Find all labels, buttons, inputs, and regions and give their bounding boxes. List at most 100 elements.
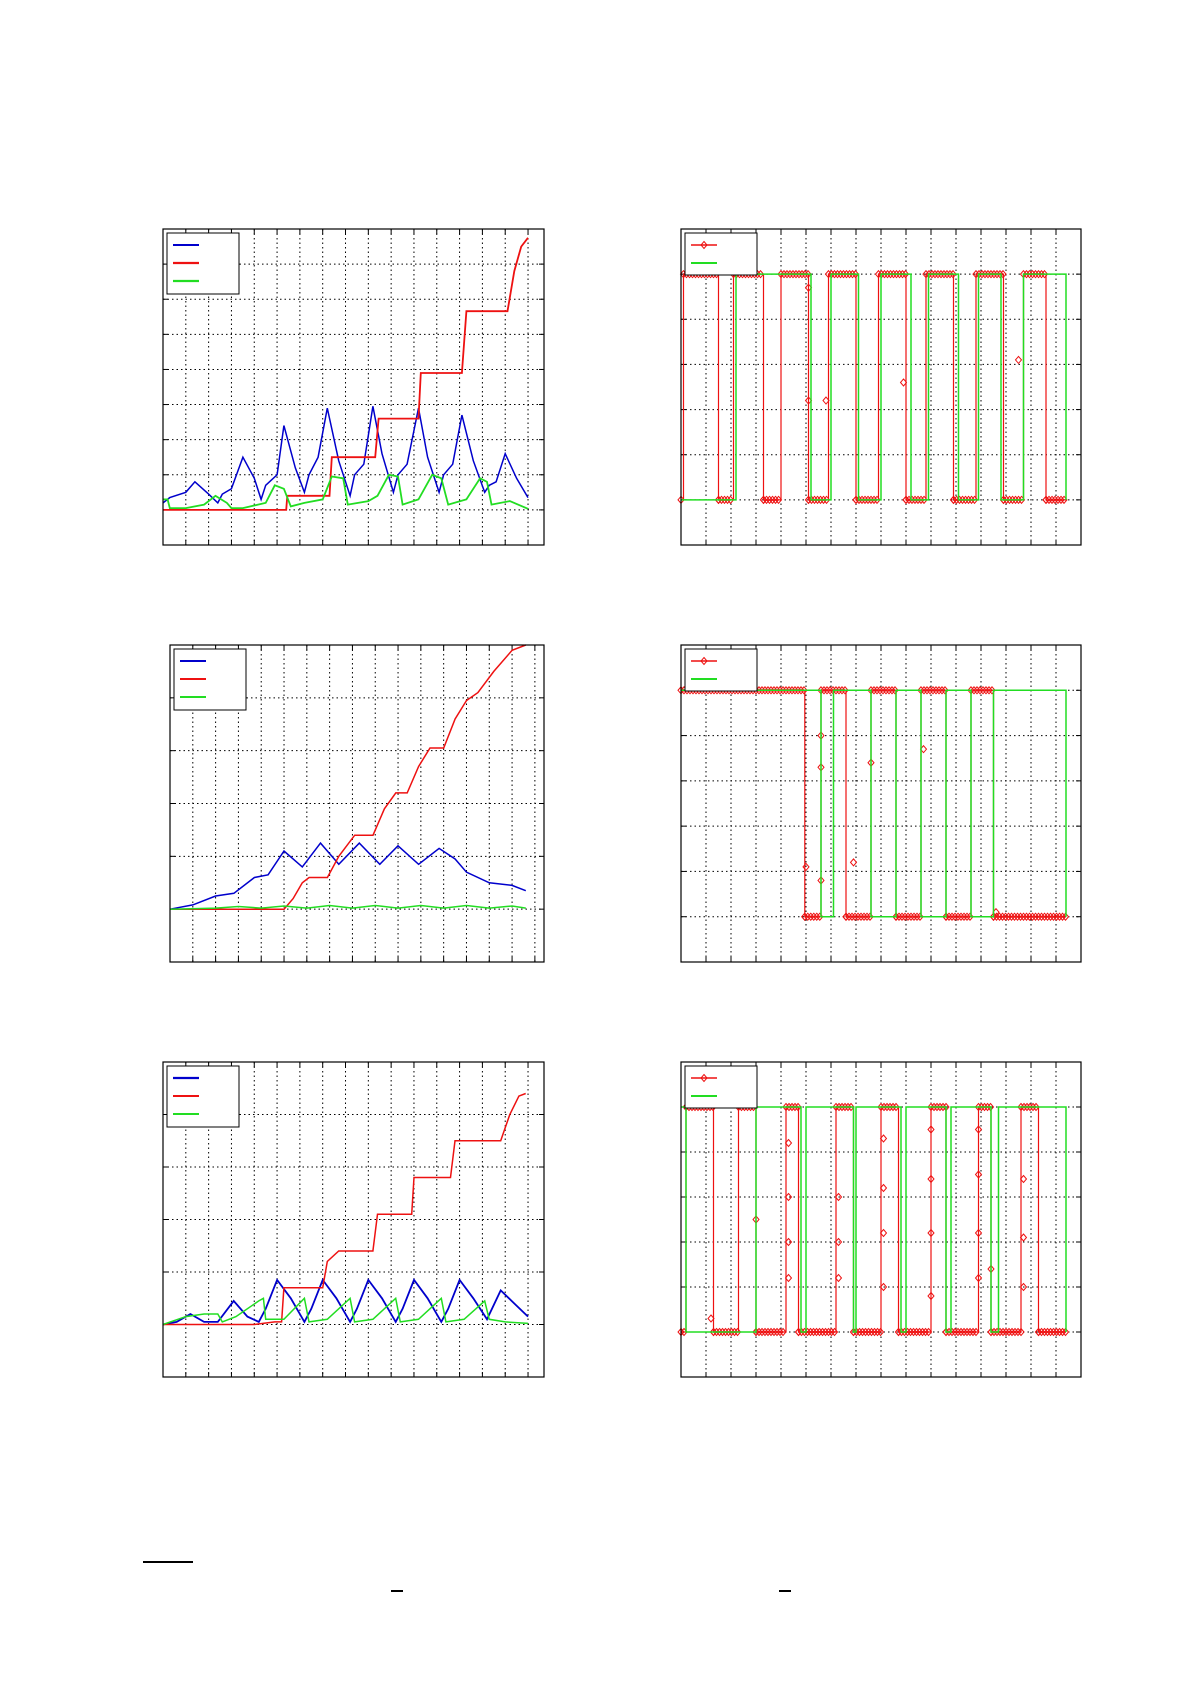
diamond-marker [712,1327,721,1337]
diamond-marker [726,495,735,505]
diamond-marker [1020,1102,1028,1112]
diamond-marker [974,1273,983,1283]
diamond-marker [824,1327,833,1337]
diamond-marker [1040,269,1049,279]
diamond-marker [848,269,857,279]
diamond-marker [1023,1102,1031,1112]
diamond-marker [948,912,956,921]
diamond-marker [770,686,778,695]
diamond-marker [809,1327,818,1337]
diamond-marker [895,912,903,921]
chart-right-1 [677,228,1082,546]
diamond-marker [798,269,806,279]
diamond-marker [727,1327,736,1337]
legend [173,648,247,711]
plot-svg [677,644,1082,963]
axes-box [680,228,1082,546]
series-red-line [681,689,1066,918]
series-green-line [162,1296,529,1326]
diamond-marker [1040,1327,1049,1337]
diamond-marker [980,1102,989,1112]
diamond-marker [759,495,768,505]
chart-right-2 [677,644,1082,963]
diamond-marker [866,912,874,921]
diamond-marker [851,912,859,921]
diamond-marker [834,1192,843,1202]
diamond-marker [752,1327,760,1337]
diamond-marker [842,912,850,921]
diamond-marker [830,1327,839,1337]
diamond-marker [765,495,774,505]
diamond-marker [845,912,853,921]
diamond-marker [992,912,1001,921]
diamond-marker [934,269,942,279]
diamond-marker [832,686,840,695]
diamond-marker [820,686,828,695]
diamond-marker [767,686,775,695]
diamond-marker [838,686,846,695]
diamond-marker [976,686,984,695]
diamond-marker [782,686,790,695]
diamond-marker [942,1327,950,1337]
diamond-marker [935,686,943,695]
diamond-marker [973,686,981,695]
diamond-marker [786,269,794,279]
diamond-marker [851,269,860,279]
diamond-marker [873,495,881,505]
diamond-marker [794,1102,802,1112]
diamond-marker [773,1327,781,1337]
dash-mark [391,1590,403,1592]
diamond-marker [879,1228,888,1238]
diamond-marker [1043,1327,1052,1337]
diamond-marker [943,269,951,279]
diamond-marker [807,912,815,921]
diamond-marker [918,1327,927,1337]
diamond-marker [1017,1327,1025,1337]
legend [684,648,758,692]
diamond-marker [1061,1327,1070,1337]
diamond-marker [938,686,946,695]
diamond-marker [724,1327,733,1337]
axes-box [680,1061,1082,1378]
diamond-marker [873,686,881,695]
diamond-marker [904,912,912,921]
diamond-marker [718,1327,727,1337]
diamond-marker [1011,495,1020,505]
diamond-marker [901,912,909,921]
series-green-line [681,689,1067,918]
diamond-marker [895,269,904,279]
series-red-line [170,644,527,910]
series-green-line [169,904,526,910]
diamond-marker [1025,912,1034,921]
diamond-marker [784,1192,793,1202]
diamond-marker [852,1327,861,1337]
diamond-marker [936,1102,944,1112]
diamond-marker [1040,912,1049,921]
diamond-marker [901,269,910,279]
axes-box [680,644,1082,963]
diamond-marker [877,1102,885,1112]
diamond-marker [931,269,939,279]
diamond-marker [984,269,992,279]
diamond-marker [721,1327,730,1337]
diamond-marker [898,269,907,279]
diamond-marker [755,1327,763,1337]
diamond-marker [892,912,900,921]
diamond-marker [1031,269,1040,279]
diamond-marker [822,396,830,405]
diamond-marker [847,1102,855,1112]
diamond-marker [915,1327,924,1337]
diamond-marker [844,1102,852,1112]
diamond-marker [1002,495,1011,505]
diamond-marker [867,1327,876,1337]
diamond-marker [985,686,993,695]
diamond-marker [1022,269,1031,279]
diamond-marker [1034,269,1043,279]
diamond-marker [880,1102,888,1112]
diamond-marker [1010,912,1019,921]
plot-svg [162,228,545,546]
diamond-marker [1031,912,1040,921]
diamond-marker [885,686,893,695]
diamond-marker [785,1102,793,1112]
diamond-marker [776,1327,784,1337]
